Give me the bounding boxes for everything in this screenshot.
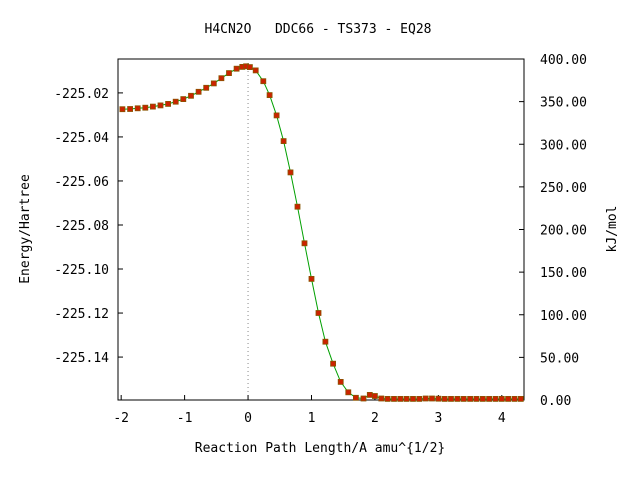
y2-tick-label: 50.00	[540, 351, 579, 366]
data-point	[498, 395, 505, 402]
x-axis: -2 -1 0 1 2 3 4	[113, 395, 506, 426]
energy-profile-points	[119, 63, 524, 402]
data-point	[280, 138, 287, 145]
data-point	[252, 67, 259, 74]
data-point	[435, 395, 442, 402]
data-point	[467, 395, 474, 402]
x-tick-label: 0	[244, 411, 252, 426]
data-point	[226, 70, 232, 76]
data-point	[287, 169, 294, 176]
data-point	[403, 395, 410, 402]
data-point	[165, 101, 172, 107]
data-point	[486, 395, 493, 402]
data-point	[233, 65, 240, 72]
data-point	[360, 395, 367, 402]
data-point	[511, 395, 518, 402]
data-point	[378, 395, 385, 402]
data-point	[441, 395, 448, 402]
x-axis-label: Reaction Path Length/A amu^{1/2}	[195, 441, 445, 456]
x-tick-label: 3	[434, 411, 442, 426]
y2-tick-label: 150.00	[540, 266, 587, 281]
data-point	[149, 103, 156, 110]
y2-tick-label: 250.00	[540, 181, 587, 196]
data-point	[473, 395, 480, 402]
data-point	[180, 96, 187, 102]
x-tick-label: 1	[308, 411, 316, 426]
data-point	[416, 395, 423, 402]
data-point	[266, 92, 273, 98]
data-point	[337, 378, 344, 385]
data-point	[422, 395, 429, 402]
y2-tick-label: 100.00	[540, 309, 587, 324]
data-point	[345, 389, 352, 396]
data-point	[492, 395, 499, 402]
data-point	[119, 106, 126, 113]
data-point	[479, 395, 486, 402]
y-tick-label: -225.12	[54, 307, 109, 322]
data-point	[127, 106, 133, 112]
data-point	[517, 395, 524, 402]
x-tick-label: -1	[177, 411, 193, 426]
data-point	[366, 391, 373, 398]
data-point	[142, 104, 149, 111]
data-point	[315, 310, 322, 316]
data-point	[505, 395, 512, 402]
data-point	[410, 395, 416, 402]
y-tick-label: -225.06	[54, 175, 109, 190]
y2-tick-label: 200.00	[540, 224, 587, 239]
data-point	[210, 80, 217, 87]
data-point	[246, 64, 253, 70]
y2-tick-label: 300.00	[540, 138, 587, 153]
x-tick-label: -2	[113, 411, 129, 426]
y2-tick-label: 400.00	[540, 53, 587, 68]
y-tick-label: -225.04	[54, 131, 109, 146]
data-point	[454, 395, 461, 402]
y-axis-left: -225.02 -225.04 -225.06 -225.08 -225.10 -225.…	[54, 87, 123, 366]
data-point	[172, 98, 179, 105]
data-point	[260, 78, 267, 85]
data-point	[322, 338, 329, 345]
x-tick-label: 4	[498, 411, 506, 426]
data-point	[371, 393, 378, 399]
data-point	[195, 88, 202, 95]
plot-frame	[117, 58, 525, 401]
x-tick-label: 2	[371, 411, 379, 426]
y-tick-label: -225.08	[54, 219, 109, 234]
y-axis-right: 0.00 50.00 100.00 150.00 200.00 250.00 300.00 3…	[519, 53, 587, 409]
data-point	[352, 394, 359, 401]
data-point	[188, 92, 194, 99]
y2-tick-label: 350.00	[540, 96, 587, 111]
data-point	[397, 395, 404, 402]
data-point	[308, 275, 315, 282]
y-axis-label: Energy/Hartree	[18, 174, 33, 284]
data-point	[330, 360, 337, 367]
data-point	[157, 102, 164, 109]
data-point	[134, 105, 141, 112]
chart-title: H4CN2O DDC66 - TS373 - EQ28	[205, 22, 432, 37]
data-point	[203, 84, 210, 91]
data-point	[448, 395, 454, 402]
data-point	[218, 75, 225, 82]
data-point	[384, 395, 391, 402]
y-tick-label: -225.10	[54, 263, 109, 278]
y-tick-label: -225.14	[54, 351, 109, 366]
y2-tick-label: 0.00	[540, 394, 571, 409]
data-point	[391, 395, 397, 402]
data-point	[301, 240, 308, 247]
data-point	[429, 395, 435, 402]
data-point	[273, 112, 280, 119]
y2-axis-label: kJ/mol	[605, 206, 620, 253]
data-point	[460, 395, 467, 402]
y-tick-label: -225.02	[54, 87, 109, 102]
data-point	[294, 203, 301, 210]
energy-profile-line	[122, 65, 521, 400]
